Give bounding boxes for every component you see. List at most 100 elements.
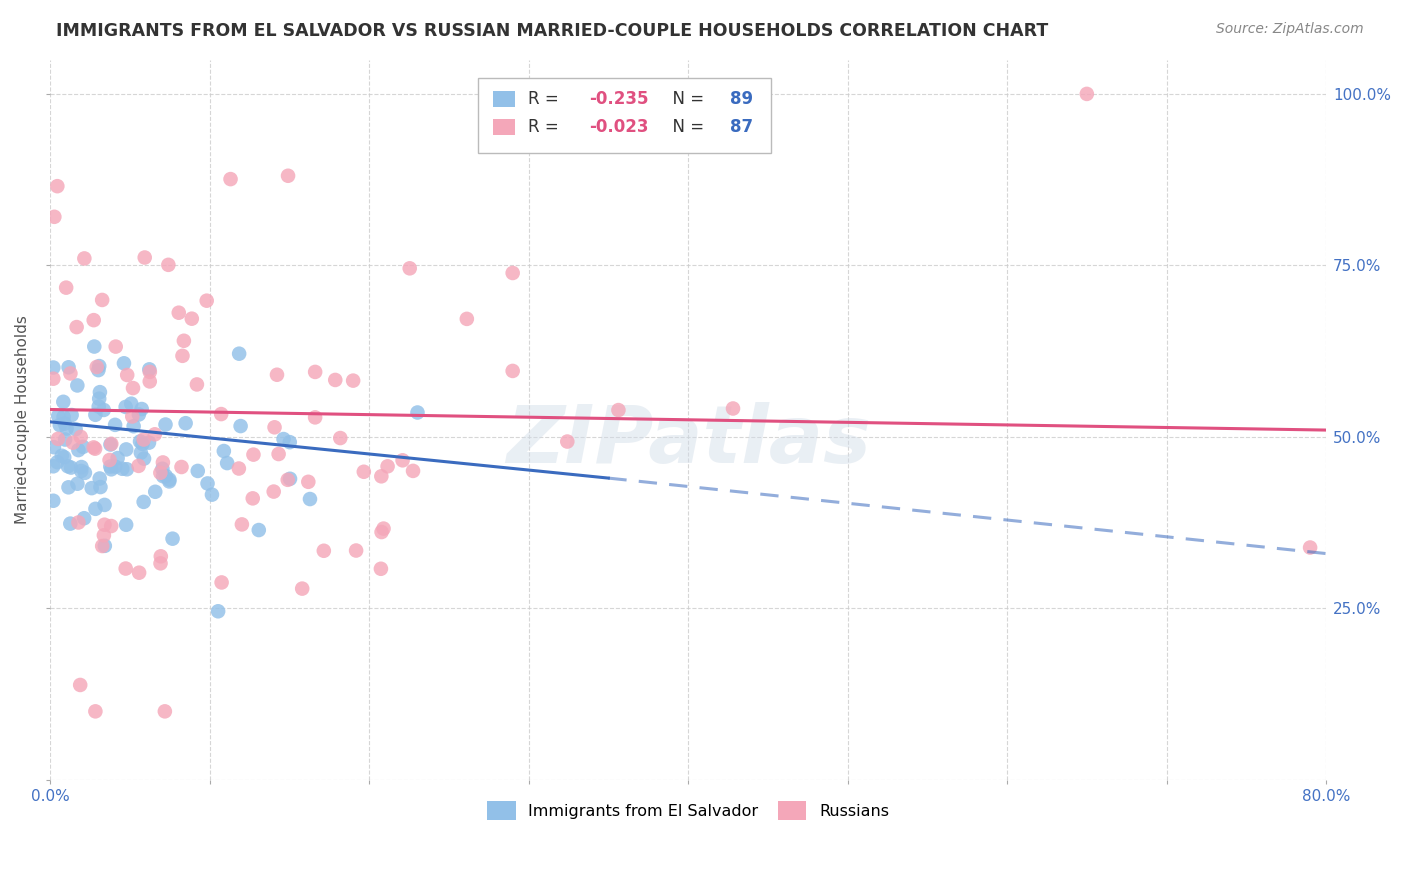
Point: [172, 349, 194, 363]
Point: [152, 455, 174, 469]
Point: [120, 397, 142, 411]
Point: [155, 417, 177, 432]
Point: [373, 522, 395, 536]
Point: [139, 365, 162, 379]
Point: [201, 488, 224, 502]
Text: Source: ZipAtlas.com: Source: ZipAtlas.com: [1216, 22, 1364, 37]
Point: [298, 491, 321, 506]
Point: [139, 375, 162, 389]
Point: [709, 107, 731, 121]
Point: [55, 421, 77, 435]
Legend: Immigrants from El Salvador, Russians: Immigrants from El Salvador, Russians: [481, 795, 896, 826]
Point: [278, 472, 301, 486]
Point: [197, 476, 219, 491]
Point: [278, 435, 301, 450]
Point: [115, 517, 138, 532]
Point: [70, 460, 93, 475]
Point: [143, 484, 166, 499]
Point: [62, 435, 84, 450]
Point: [273, 432, 295, 446]
Point: [89, 385, 111, 400]
Point: [100, 462, 122, 476]
Point: [104, 417, 127, 432]
Point: [46, 179, 69, 194]
Point: [129, 446, 152, 460]
Point: [56, 459, 79, 474]
Point: [89, 471, 111, 485]
Point: [98, 459, 121, 474]
Point: [46, 432, 69, 446]
Point: [84, 704, 107, 718]
Point: [67, 443, 90, 458]
Point: [211, 575, 233, 590]
Point: [121, 409, 143, 424]
Point: [228, 347, 250, 361]
Point: [60, 460, 83, 475]
Point: [229, 419, 252, 434]
Point: [60, 408, 83, 422]
Point: [87, 400, 110, 414]
Point: [138, 435, 160, 450]
Point: [42, 459, 65, 474]
Point: [212, 444, 235, 458]
Text: 87: 87: [730, 118, 752, 136]
Point: [114, 400, 136, 414]
Point: [111, 462, 134, 476]
Point: [162, 532, 184, 546]
Point: [53, 433, 76, 447]
Point: [406, 405, 429, 419]
Point: [83, 340, 105, 354]
Point: [342, 374, 364, 388]
Point: [267, 447, 290, 461]
Point: [58, 480, 80, 494]
Point: [173, 334, 195, 348]
Point: [59, 367, 82, 381]
Point: [402, 464, 425, 478]
Point: [83, 441, 105, 455]
Point: [242, 448, 264, 462]
Point: [555, 434, 578, 449]
Point: [46, 409, 69, 423]
Point: [149, 549, 172, 564]
Point: [87, 363, 110, 377]
Point: [65, 422, 87, 436]
Point: [304, 365, 326, 379]
Point: [131, 402, 153, 417]
Point: [69, 678, 91, 692]
Point: [152, 462, 174, 476]
Y-axis label: Married-couple Households: Married-couple Households: [15, 316, 30, 524]
Point: [157, 475, 180, 489]
Point: [72, 440, 94, 454]
Point: [55, 280, 77, 294]
Point: [219, 172, 242, 186]
Point: [89, 480, 111, 494]
Point: [1076, 87, 1098, 101]
Point: [152, 469, 174, 483]
Point: [207, 604, 229, 618]
Point: [167, 306, 190, 320]
Point: [53, 417, 76, 431]
Point: [89, 392, 111, 406]
Point: [228, 461, 250, 475]
Point: [377, 459, 399, 474]
Point: [174, 416, 197, 430]
Point: [132, 433, 155, 447]
Point: [209, 407, 232, 421]
Point: [122, 419, 145, 434]
Point: [58, 360, 80, 375]
Point: [86, 359, 108, 374]
Point: [502, 266, 524, 280]
Point: [263, 420, 285, 434]
Point: [104, 340, 127, 354]
Point: [323, 373, 346, 387]
Point: [329, 431, 352, 445]
Bar: [494, 91, 516, 107]
Point: [100, 437, 122, 451]
Point: [46, 455, 69, 469]
Point: [607, 403, 630, 417]
Point: [138, 362, 160, 376]
Point: [266, 368, 288, 382]
Point: [312, 543, 335, 558]
Point: [93, 403, 115, 417]
Point: [73, 511, 96, 525]
